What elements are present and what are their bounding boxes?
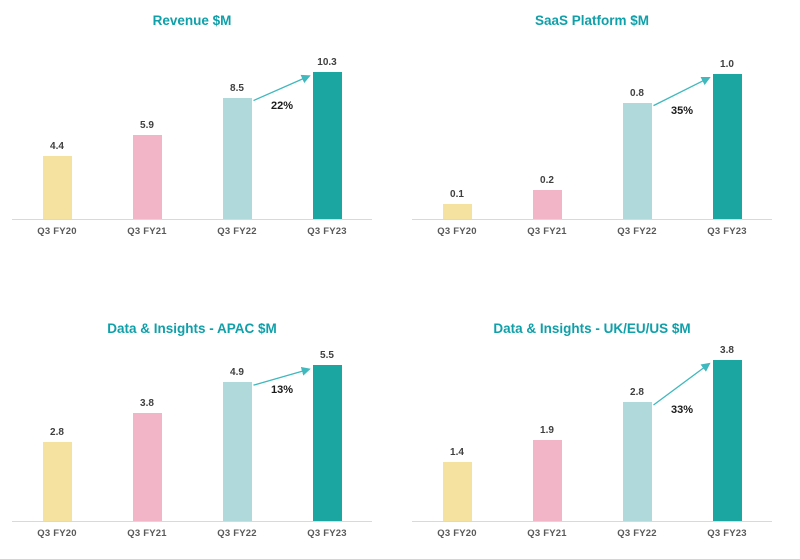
value-label-q3-fy20: 0.1: [450, 189, 464, 201]
x-axis-label-q3-fy22: Q3 FY22: [217, 528, 257, 539]
value-label-q3-fy20: 1.4: [450, 446, 464, 458]
x-axis-label-q3-fy23: Q3 FY23: [307, 226, 347, 237]
x-axis-label-q3-fy20: Q3 FY20: [37, 226, 77, 237]
x-axis-label-q3-fy23: Q3 FY23: [707, 226, 747, 237]
bar-q3-fy23: [712, 73, 742, 219]
x-axis-label-q3-fy21: Q3 FY21: [127, 528, 167, 539]
value-label-q3-fy23: 3.8: [720, 344, 734, 356]
value-label-q3-fy23: 10.3: [317, 56, 337, 68]
chart-plot-area: 2.8 3.8 4.9 5.5 13%: [12, 350, 372, 522]
value-label-q3-fy22: 8.5: [230, 82, 244, 94]
x-axis-label-q3-fy22: Q3 FY22: [617, 528, 657, 539]
value-label-q3-fy22: 2.8: [630, 387, 644, 398]
chart-title-saas-platform: SaaS Platform $M: [534, 13, 650, 28]
value-label-q3-fy21: 1.9: [540, 425, 554, 437]
growth-arrow-icon: [253, 74, 311, 102]
bar-q3-fy20: [42, 441, 72, 521]
chart-title-data-insights-apac: Data & Insights - APAC $M: [107, 321, 277, 336]
growth-arrow-icon: [253, 366, 311, 386]
x-axis-labels: Q3 FY20 Q3 FY21 Q3 FY22 Q3 FY23: [412, 528, 772, 539]
x-axis-label-q3-fy21: Q3 FY21: [527, 226, 567, 237]
bar-q3-fy20: [442, 461, 472, 521]
growth-arrow-icon: [653, 76, 711, 107]
growth-percentage-label: 33%: [670, 404, 694, 416]
bar-q3-fy21: [132, 134, 162, 219]
value-label-q3-fy21: 3.8: [140, 398, 154, 410]
value-label-q3-fy23: 5.5: [320, 350, 334, 362]
x-axis-label-q3-fy21: Q3 FY21: [527, 528, 567, 539]
bar-q3-fy22: [622, 102, 652, 219]
growth-percentage-label: 13%: [270, 384, 294, 397]
bar-q3-fy23: [712, 359, 742, 521]
chart-revenue: Revenue $M 4.4 5.9 8.5 10.3 22% Q3 FY20 Q3 FY…: [0, 0, 400, 280]
chart-plot-area: 0.1 0.2 0.8 1.0 35%: [412, 59, 772, 220]
bar-q3-fy20: [42, 156, 72, 219]
x-axis-label-q3-fy20: Q3 FY20: [437, 528, 477, 539]
bar-q3-fy22: [222, 382, 252, 521]
growth-percentage-label: 35%: [670, 104, 694, 117]
bar-q3-fy21: [132, 413, 162, 521]
x-axis-label-q3-fy20: Q3 FY20: [437, 226, 477, 237]
x-axis-label-q3-fy23: Q3 FY23: [307, 528, 347, 539]
chart-data-insights-apac: Data & Insights - APAC $M 2.8 3.8 4.9 5.5 13…: [0, 280, 400, 559]
bar-q3-fy23: [312, 365, 342, 521]
bar-q3-fy23: [312, 71, 342, 219]
x-axis-labels: Q3 FY20 Q3 FY21 Q3 FY22 Q3 FY23: [12, 226, 372, 237]
value-label-q3-fy22: 0.8: [630, 87, 644, 99]
bar-q3-fy22: [622, 402, 652, 521]
value-label-q3-fy21: 0.2: [540, 174, 554, 186]
x-axis-label-q3-fy22: Q3 FY22: [617, 226, 657, 237]
bar-q3-fy20: [442, 204, 472, 219]
bar-q3-fy21: [532, 440, 562, 521]
x-axis-label-q3-fy22: Q3 FY22: [217, 226, 257, 237]
x-axis-label-q3-fy20: Q3 FY20: [37, 528, 77, 539]
value-label-q3-fy23: 1.0: [720, 58, 734, 70]
chart-saas-platform: SaaS Platform $M 0.1 0.2 0.8 1.0 35% Q3 FY20…: [400, 0, 800, 280]
x-axis-label-q3-fy23: Q3 FY23: [707, 528, 747, 539]
chart-title-revenue: Revenue $M: [152, 13, 232, 28]
value-label-q3-fy21: 5.9: [140, 119, 154, 131]
chart-data-insights-uk-eu-us: Data & Insights - UK/EU/US $M 1.4 1.9 2.8 3…: [400, 280, 800, 559]
bar-q3-fy21: [532, 189, 562, 219]
value-label-q3-fy20: 2.8: [50, 426, 64, 438]
x-axis-labels: Q3 FY20 Q3 FY21 Q3 FY22 Q3 FY23: [412, 226, 772, 237]
growth-percentage-label: 22%: [270, 99, 294, 112]
chart-title-data-insights-uk-eu-us: Data & Insights - UK/EU/US $M: [493, 321, 691, 336]
value-label-q3-fy20: 4.4: [50, 141, 64, 153]
bar-q3-fy22: [222, 97, 252, 219]
x-axis-labels: Q3 FY20 Q3 FY21 Q3 FY22 Q3 FY23: [12, 528, 372, 539]
value-label-q3-fy22: 4.9: [230, 367, 244, 379]
chart-plot-area: 4.4 5.9 8.5 10.3 22%: [12, 56, 372, 220]
growth-arrow-icon: [653, 362, 711, 406]
x-axis-label-q3-fy21: Q3 FY21: [127, 226, 167, 237]
chart-plot-area: 1.4 1.9 2.8 3.8 33%: [412, 345, 772, 522]
